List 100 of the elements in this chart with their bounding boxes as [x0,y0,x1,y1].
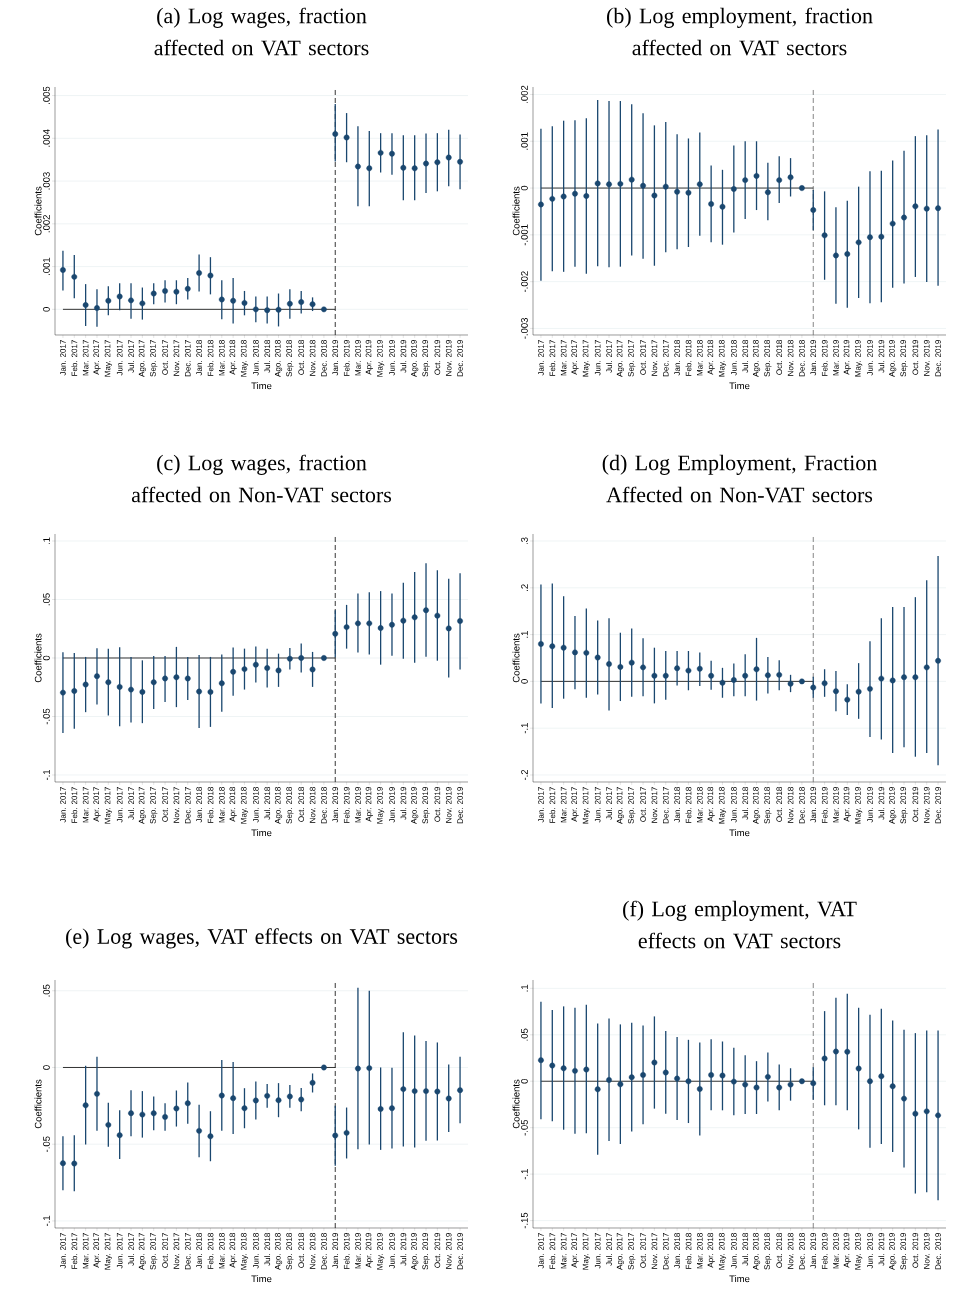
x-tick-label: Feb. 2018 [685,787,692,823]
x-tick-label: May. 2017 [104,340,112,377]
y-tick-label: -.05 [521,1119,528,1136]
x-tick-label: Nov. 2017 [173,787,180,823]
x-tick-label: Mar. 2018 [696,787,703,823]
chart-title: (b) Log employment, fraction affected on VAT sectors [606,7,873,56]
x-tick-label: Sep. 2017 [628,340,636,377]
x-tick-label: Feb. 2017 [71,1233,78,1269]
x-tick-label: Ago. 2019 [411,340,419,377]
x-tick-label: Oct. 2019 [912,1233,919,1268]
x-tick-label: Sep. 2018 [286,340,294,377]
x-tick-label: Apr. 2018 [707,787,715,822]
y-tick-label: -.1 [43,769,50,781]
x-tick-label: Dec. 2017 [184,1233,191,1270]
x-tick-label: May. 2017 [104,787,112,824]
x-tick-label: Apr. 2019 [365,1233,373,1268]
x-tick-label: Jul. 2018 [264,787,271,820]
x-tick-label: Mar. 2017 [82,340,89,376]
x-tick-label: Nov. 2019 [445,787,452,823]
x-tick-label: Jul. 2019 [400,787,407,820]
x-tick-label: Feb. 2019 [343,340,350,376]
x-tick-label: Mar. 2017 [82,787,89,823]
x-tick-label: May. 2019 [377,787,385,824]
x-tick-label: Sep. 2017 [628,787,636,824]
x-axis-title: Time [251,829,272,837]
x-tick-label: Mar. 2018 [696,340,703,376]
x-tick-label: Ago. 2018 [274,340,283,377]
x-tick-label: Jun. 2017 [116,1233,123,1269]
x-tick-label: Oct. 2019 [912,787,919,822]
x-tick-label: Nov. 2019 [923,1233,930,1269]
y-axis-title: Coefficients [34,186,42,236]
x-tick-label: May. 2019 [377,340,385,377]
x-tick-label: Jan. 2019 [810,1233,817,1269]
x-tick-label: Dec. 2017 [662,787,669,824]
x-tick-label: Jun. 2017 [594,1233,601,1269]
x-tick-label: May. 2019 [855,787,863,824]
x-tick-label: Oct. 2017 [640,1233,646,1268]
x-axis-title: Time [729,1275,750,1283]
x-tick-label: Mar. 2019 [833,340,839,376]
x-tick-label: Jul. 2017 [128,340,134,373]
x-tick-label: Jan. 2017 [538,340,544,376]
y-tick-label: .001 [43,257,50,275]
y-tick-label: .1 [521,631,528,638]
y-tick-label: .05 [43,593,50,606]
y-tick-label: -.003 [521,318,528,339]
x-tick-label: Mar. 2018 [696,1233,703,1269]
y-tick-label: .002 [43,215,50,233]
x-tick-label: Jun. 2017 [116,787,123,823]
x-tick-label: Nov. 2019 [445,1233,452,1269]
x-tick-label: Feb. 2019 [821,340,828,376]
x-tick-label: Mar. 2019 [833,787,839,823]
x-tick-label: Dec. 2018 [321,787,327,824]
x-tick-label: Apr. 2018 [707,1233,715,1268]
x-tick-label: Jun. 2019 [867,340,873,376]
x-tick-label: May. 2017 [582,340,590,377]
x-tick-label: May. 2018 [240,340,249,377]
x-tick-label: Oct. 2019 [912,340,919,375]
x-tick-label: Jun. 2018 [253,1233,259,1269]
x-tick-label: Dec. 2018 [799,787,805,824]
x-tick-label: Feb. 2018 [207,1233,214,1269]
x-tick-label: Jan. 2018 [674,340,680,376]
x-tick-label: Jun. 2018 [731,340,737,376]
y-axis-title: Coefficients [34,633,42,683]
x-tick-label: Dec. 2019 [935,340,941,377]
y-tick-label: -.001 [521,224,528,246]
x-tick-label: Jul. 2019 [878,1233,885,1266]
x-tick-label: Ago. 2018 [274,1233,283,1270]
x-tick-label: Nov. 2017 [651,787,658,823]
x-tick-label: Jan. 2018 [196,1233,202,1269]
x-tick-label: Sep. 2018 [764,787,772,824]
x-tick-label: Nov. 2018 [309,787,316,823]
x-tick-label: Dec. 2019 [457,787,463,824]
x-tick-label: Nov. 2017 [651,1233,658,1269]
x-tick-label: Sep. 2017 [150,340,158,377]
y-tick-label: -.15 [521,1212,528,1229]
x-tick-label: Jun. 2018 [731,787,737,823]
x-tick-label: Jul. 2018 [742,340,749,373]
chart-title: (a) Log wages, fraction affected on VAT sectors [154,7,369,56]
x-tick-label: Ago. 2017 [138,340,146,377]
x-tick-label: Jun. 2019 [389,1233,395,1269]
x-tick-label: Oct. 2018 [776,1233,783,1268]
y-tick-label: -.05 [43,708,50,725]
x-tick-label: Jun. 2017 [116,340,123,376]
x-tick-label: Nov. 2017 [173,1233,180,1269]
x-tick-label: Jan. 2018 [674,787,680,823]
y-tick-label: .05 [521,1028,528,1041]
x-tick-label: Sep. 2019 [900,1233,908,1270]
x-tick-label: Jan. 2019 [332,787,339,823]
x-tick-label: Sep. 2019 [422,1233,430,1270]
x-tick-label: Feb. 2018 [685,340,692,376]
y-tick-label: .004 [43,129,50,147]
x-tick-label: Ago. 2018 [752,1233,761,1270]
chart-title: (c) Log wages, fraction affected on Non-VAT sectors [131,454,392,503]
x-tick-label: Jul. 2017 [128,1233,134,1266]
x-tick-label: Jan. 2017 [60,340,66,376]
x-tick-label: Apr. 2017 [93,1233,101,1268]
x-axis-title: Time [251,1275,272,1283]
y-tick-label: -.1 [521,1169,528,1180]
y-tick-label: 0 [43,1065,50,1070]
x-tick-label: Feb. 2019 [343,787,350,823]
